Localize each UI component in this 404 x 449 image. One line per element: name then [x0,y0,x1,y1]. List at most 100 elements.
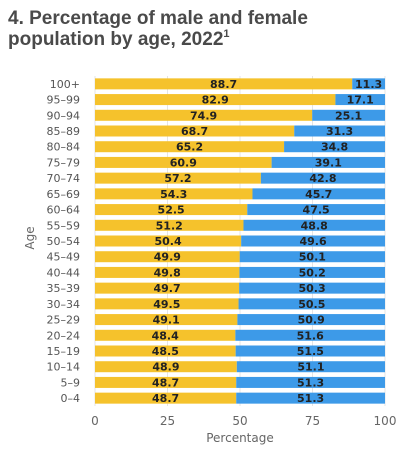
bar-segment-female [95,156,272,168]
data-label: 74.9 [190,109,217,122]
data-label: 17.1 [347,94,374,107]
category-label: 40–44 [47,266,81,279]
chart-title-footnote: 1 [223,28,230,40]
bar-segment-male [247,204,385,216]
bar-segment-male [236,392,385,404]
category-label: 10–14 [47,361,81,374]
category-label: 80–84 [47,141,81,154]
data-label: 51.3 [297,376,324,389]
category-label: 65–69 [47,188,81,201]
data-label: 50.5 [298,298,325,311]
data-label: 57.2 [164,172,191,185]
data-label: 88.7 [210,78,237,91]
category-label: 5–9 [61,376,81,389]
category-label: 70–74 [47,172,81,185]
category-label: 45–49 [47,251,81,264]
bar-segment-male [252,188,385,200]
bar-segment-female [95,219,244,231]
bar-segment-female [95,141,285,153]
bar-segment-female [95,125,295,137]
category-label: 0–4 [61,392,81,405]
data-label: 48.5 [152,345,179,358]
data-label: 51.1 [297,361,324,374]
bar-segment-male [294,125,385,137]
category-label: 90–94 [47,109,81,122]
bar-segment-female [95,78,353,90]
data-label: 49.8 [154,266,181,279]
bar-segment-female [95,345,236,357]
data-label: 51.2 [156,219,183,232]
data-label: 48.8 [301,219,328,232]
bar-segment-female [95,235,242,247]
bar-segment-female [95,282,240,294]
data-label: 60.9 [170,156,197,169]
y-axis-label: Age [23,226,37,249]
data-label: 34.8 [321,141,348,154]
data-label: 42.8 [309,172,336,185]
bar-segment-male [236,376,385,388]
bar-segment-male [239,282,385,294]
data-label: 49.1 [153,314,180,327]
bar-segment-male [235,345,385,357]
data-label: 52.5 [158,204,185,217]
bar-segment-male [352,78,385,90]
bar-segment-male [335,94,385,106]
x-tick-label: 100 [374,414,397,428]
data-label: 39.1 [315,156,342,169]
chart-title-text: 4. Percentage of male and female populat… [8,8,308,50]
category-label: 35–39 [47,282,81,295]
bar-segment-male [235,329,385,341]
bar-segment-male [271,156,385,168]
bar-segment-female [95,94,336,106]
data-label: 50.9 [298,314,325,327]
bar-segment-male [239,251,385,263]
bars: 88.7 11.3 82.9 17.1 74.9 25.1 68.7 31.3 65.2 34.8… [95,78,385,405]
data-label: 50.4 [155,235,182,248]
data-label: 50.2 [299,266,326,279]
bar-segment-male [241,235,385,247]
category-label: 95–99 [47,94,81,107]
bar-segment-female [95,172,261,184]
bar-segment-female [95,204,248,216]
category-label: 30–34 [47,298,81,311]
data-label: 47.5 [303,204,330,217]
data-label: 48.4 [152,329,179,342]
bar-segment-male [238,298,385,310]
data-label: 50.1 [299,251,326,264]
chart-title: 4. Percentage of male and female populat… [8,8,398,50]
data-label: 50.3 [298,282,325,295]
data-label: 51.3 [297,392,324,405]
x-axis-label: Percentage [206,431,274,445]
bar-segment-female [95,329,236,341]
data-label: 49.5 [153,298,180,311]
category-labels: 100+ 95–99 90–94 85–89 80–84 75–79 70–74 65–69 6… [47,78,81,405]
data-label: 51.5 [297,345,324,358]
category-label: 85–89 [47,125,81,138]
bar-segment-female [95,361,237,373]
bar-segment-female [95,188,253,200]
x-tick-label: 75 [305,414,320,428]
bar-segment-female [95,376,237,388]
bar-segment-female [95,298,239,310]
x-tick-label: 0 [91,414,99,428]
data-label: 54.3 [160,188,187,201]
bar-segment-male [237,314,385,326]
x-tick-label: 50 [232,414,247,428]
bar-segment-male [260,172,385,184]
category-label: 50–54 [47,235,81,248]
data-label: 82.9 [202,94,229,107]
x-tick-label: 25 [160,414,175,428]
data-label: 48.9 [152,361,179,374]
bar-segment-female [95,109,313,121]
data-label: 48.7 [152,392,179,405]
category-label: 25–29 [47,314,81,327]
bar-segment-female [95,314,238,326]
category-label: 15–19 [47,345,81,358]
data-label: 49.9 [154,251,181,264]
bar-segment-male [239,266,385,278]
bar-segment-male [243,219,385,231]
bar-segment-female [95,251,240,263]
data-label: 25.1 [335,109,362,122]
bar-segment-female [95,392,237,404]
